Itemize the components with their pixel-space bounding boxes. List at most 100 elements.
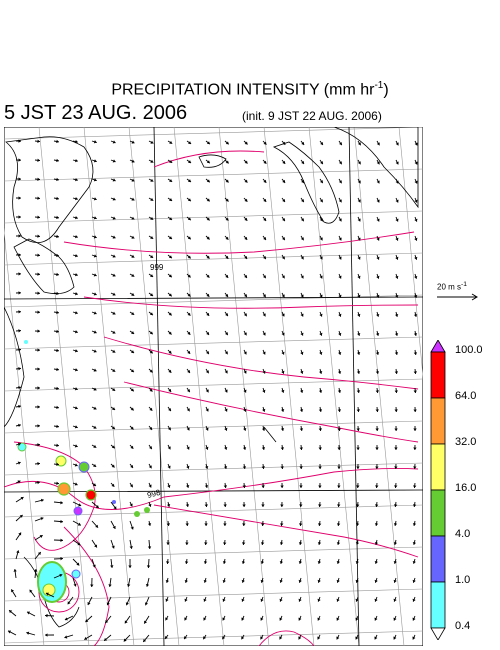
valid-time: 5 JST 23 AUG. 2006 <box>4 102 188 124</box>
wind-arrow <box>222 577 226 583</box>
wind-arrow <box>262 311 266 317</box>
wind-arrow <box>166 558 170 565</box>
wind-arrow <box>394 444 398 451</box>
wind-arrow <box>280 501 284 508</box>
wind-arrow <box>356 444 360 451</box>
wind-arrow <box>224 292 229 298</box>
wind-arrow <box>203 558 208 565</box>
wind-arrow <box>281 235 286 241</box>
wind-arrow <box>224 178 229 183</box>
wind-arrow <box>298 596 302 602</box>
wind-arrow <box>281 330 285 336</box>
wind-arrow <box>53 215 60 220</box>
wind-arrow <box>148 330 154 335</box>
wind-arrow <box>148 178 154 182</box>
wind-arrow <box>15 253 22 257</box>
wind-arrow <box>395 140 399 146</box>
wind-arrow <box>224 406 228 412</box>
wind-arrow <box>91 463 97 468</box>
wind-arrow <box>72 501 82 507</box>
wind-arrow <box>106 596 112 606</box>
wind-arrow <box>53 386 60 391</box>
wind-arrow <box>110 235 116 239</box>
wind-arrow <box>317 539 322 545</box>
wind-arrow <box>298 539 303 545</box>
wind-arrow <box>279 634 283 640</box>
wind-arrow <box>15 329 22 333</box>
wind-arrow <box>357 311 361 317</box>
wind-arrow <box>281 140 286 146</box>
wind-arrow <box>243 159 248 164</box>
wind-arrow <box>298 558 303 564</box>
wind-arrow <box>129 501 133 507</box>
wind-arrow <box>337 463 341 470</box>
wind-arrow <box>338 159 343 165</box>
wind-arrow <box>374 577 378 583</box>
wind-arrow <box>91 140 97 144</box>
wind-arrow <box>299 501 303 508</box>
wind-arrow <box>72 311 78 315</box>
wind-arrow <box>413 330 418 336</box>
wind-arrow <box>318 387 323 393</box>
wind-arrow <box>34 139 41 143</box>
wind-arrow <box>412 615 416 621</box>
wind-arrow <box>72 463 78 467</box>
wind-arrow <box>299 406 304 412</box>
wind-arrow <box>15 514 23 522</box>
wind-arrow <box>414 273 418 279</box>
wind-arrow <box>186 235 192 240</box>
wind-arrow <box>165 596 169 602</box>
wind-arrow <box>281 349 285 355</box>
wind-arrow <box>203 577 207 583</box>
wind-arrow <box>374 558 378 564</box>
wind-arrow <box>72 139 78 144</box>
wind-arrow <box>34 405 41 409</box>
wind-arrow <box>243 178 248 183</box>
wind-arrow <box>72 482 78 486</box>
wind-arrow <box>167 292 173 297</box>
wind-arrow <box>337 425 341 432</box>
wind-arrow <box>376 273 380 279</box>
wind-arrow <box>72 254 78 258</box>
wind-arrow <box>243 406 247 412</box>
colorbar-boxes <box>430 351 446 629</box>
wind-arrow <box>186 292 191 297</box>
wind-arrow <box>205 197 211 202</box>
wind-arrow <box>110 539 115 549</box>
wind-arrow <box>279 615 283 621</box>
wind-arrow <box>186 349 191 355</box>
wind-arrow <box>260 596 264 602</box>
wind-arrow <box>15 385 22 390</box>
wind-arrow <box>34 386 41 390</box>
wind-arrow <box>186 482 190 488</box>
wind-arrow <box>241 558 246 564</box>
wind-arrow <box>357 235 361 241</box>
wind-arrow <box>34 215 41 219</box>
wind-arrow <box>148 463 152 469</box>
wind-arrow <box>72 235 78 239</box>
wind-arrow <box>224 425 228 431</box>
wind-arrow <box>205 349 210 355</box>
wind-arrow <box>185 501 190 508</box>
wind-arrow <box>375 425 379 432</box>
wind-arrow <box>15 367 22 371</box>
wind-arrow <box>356 425 360 432</box>
wind-arrow <box>338 311 342 317</box>
wind-arrow <box>44 633 55 637</box>
wind-arrow <box>72 177 78 182</box>
wind-arrow <box>84 634 93 641</box>
wind-arrow <box>72 349 78 353</box>
isobar-label-998: 998 <box>146 488 162 500</box>
wind-arrow <box>129 368 135 373</box>
wind-arrow <box>15 291 22 295</box>
wind-arrow <box>72 330 78 334</box>
wind-arrow <box>338 254 342 260</box>
wind-arrow <box>53 234 60 239</box>
wind-arrow <box>336 577 340 583</box>
wind-arrow <box>203 615 207 621</box>
wind-arrow <box>319 235 323 241</box>
wind-arrow <box>167 254 173 259</box>
wind-arrow <box>337 501 341 508</box>
wind-arrow <box>414 140 418 146</box>
wind-arrow <box>412 577 416 583</box>
